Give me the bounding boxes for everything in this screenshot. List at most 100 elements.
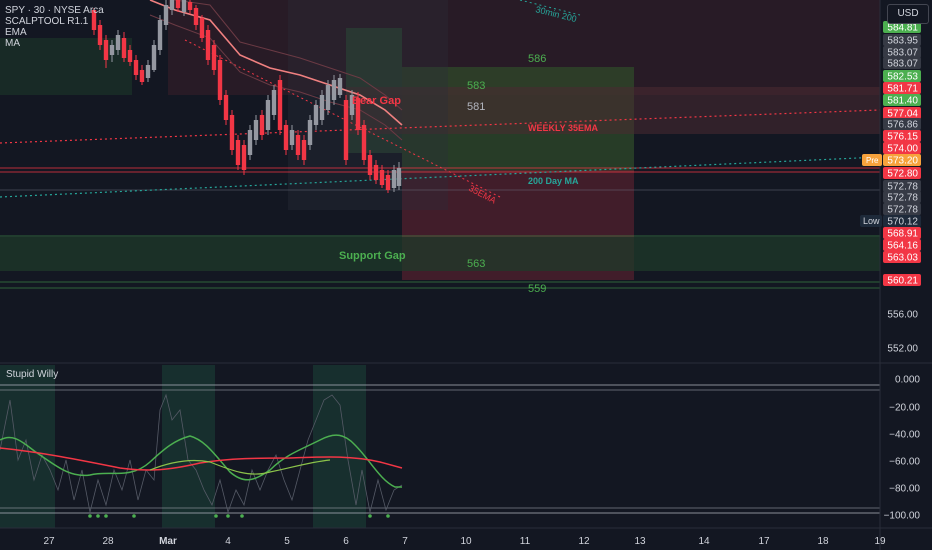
candle [145, 60, 151, 82]
price-label: 563.03 [883, 251, 921, 264]
indicator-pane-title[interactable]: Stupid Willy [6, 369, 59, 380]
candle [265, 95, 271, 135]
candle [301, 135, 307, 165]
svg-text:581.71: 581.71 [887, 84, 918, 95]
candle [367, 150, 373, 180]
symbol-title[interactable]: SPY · 30 · NYSE Arca [5, 5, 104, 16]
candle [217, 55, 223, 105]
candle [211, 40, 217, 75]
price-label: 583.95 [883, 34, 921, 47]
svg-text:560.21: 560.21 [887, 276, 918, 287]
pre-badge: Pre [862, 154, 882, 166]
indicator-scalptool[interactable]: SCALPTOOL R1.1 [5, 16, 89, 27]
time-tick: 11 [520, 536, 531, 547]
price-label: 581.40 [883, 94, 921, 107]
price-label: 572.80 [883, 167, 921, 180]
candle [223, 90, 229, 125]
svg-text:584.81: 584.81 [887, 23, 918, 34]
level-lines [0, 0, 881, 289]
time-tick: 10 [460, 536, 472, 547]
time-tick: 7 [402, 536, 408, 547]
price-label: 582.53 [883, 70, 921, 83]
ind-zone-3 [313, 365, 366, 528]
candle [103, 35, 109, 68]
candle [283, 120, 289, 155]
indicator-tick: −60.00 [889, 457, 920, 468]
candle [115, 30, 121, 55]
svg-text:568.91: 568.91 [887, 229, 918, 240]
level-583: 583 [467, 80, 485, 92]
candle [121, 32, 127, 62]
candle [259, 110, 265, 140]
indicator-tick: 0.000 [895, 375, 920, 386]
time-tick: 4 [225, 536, 231, 547]
willy-slow-green [149, 459, 331, 475]
price-label: 573.20 [883, 154, 921, 167]
ema-bands [149, 0, 403, 141]
price-label: 577.04 [883, 107, 921, 120]
time-tick: 6 [343, 536, 349, 547]
time-axis[interactable]: 27 28 Mar 4 5 6 7 10 11 12 13 14 17 18 19 [43, 536, 886, 547]
candle [133, 55, 139, 80]
candle [325, 80, 331, 115]
svg-text:Pre: Pre [866, 156, 879, 165]
level-586: 586 [528, 53, 546, 65]
svg-text:572.78: 572.78 [887, 182, 918, 193]
price-label: 576.86 [883, 118, 921, 131]
candle [337, 74, 343, 98]
candle [163, 0, 169, 30]
level-559: 559 [528, 283, 546, 295]
indicator-tick: −80.00 [889, 484, 920, 495]
svg-text:583.95: 583.95 [887, 36, 918, 47]
zone-support-gap [0, 237, 880, 271]
svg-text:574.00: 574.00 [887, 144, 918, 155]
day-ma-label: 200 Day MA [528, 176, 579, 186]
price-label: 584.81 [883, 21, 921, 34]
svg-text:572.78: 572.78 [887, 193, 918, 204]
indicator-tick: −40.00 [889, 430, 920, 441]
indicator-ema[interactable]: EMA [5, 27, 27, 38]
candle [319, 90, 325, 125]
bear-gap-label: Bear Gap [352, 95, 401, 107]
price-tick: 556.00 [887, 310, 918, 321]
svg-text:570.12: 570.12 [887, 217, 918, 228]
candle [307, 115, 313, 150]
candle [241, 140, 247, 175]
35ema-dotted [184, 39, 501, 198]
candle [247, 125, 253, 160]
price-axis[interactable]: 584.81583.95583.07583.07582.53581.71581.… [860, 21, 921, 355]
svg-text:Low: Low [863, 216, 880, 226]
candle [349, 90, 355, 120]
level-581: 581 [467, 101, 485, 113]
candle [181, 0, 187, 16]
svg-text:581.40: 581.40 [887, 96, 918, 107]
candle [229, 110, 235, 155]
price-label: 574.00 [883, 142, 921, 155]
candle [277, 75, 283, 135]
candle [175, 0, 181, 12]
price-label: 572.78 [883, 203, 921, 216]
currency-button[interactable]: USD [887, 4, 929, 24]
indicator-ma[interactable]: MA [5, 38, 20, 49]
svg-text:572.80: 572.80 [887, 169, 918, 180]
candle [193, 5, 199, 30]
low-badge: Low [860, 215, 882, 227]
price-label: 583.07 [883, 46, 921, 59]
candle [97, 20, 103, 50]
price-tick: 552.00 [887, 344, 918, 355]
weekly-35ema-line [0, 109, 881, 144]
svg-text:576.15: 576.15 [887, 132, 918, 143]
time-tick: Mar [159, 536, 177, 547]
indicator-axis[interactable]: 0.000 −20.00 −40.00 −60.00 −80.00 −100.00 [884, 375, 921, 522]
candle [109, 40, 115, 62]
weekly-ema-label: WEEKLY 35EMA [528, 123, 599, 133]
time-tick: 18 [817, 536, 829, 547]
time-tick: 12 [578, 536, 590, 547]
price-label: 572.78 [883, 180, 921, 193]
svg-text:583.07: 583.07 [887, 59, 918, 70]
price-label: 576.15 [883, 130, 921, 143]
level-563: 563 [467, 258, 485, 270]
chart-legend: SPY · 30 · NYSE Arca SCALPTOOL R1.1 EMA … [5, 5, 104, 49]
indicator-pane [0, 365, 880, 528]
